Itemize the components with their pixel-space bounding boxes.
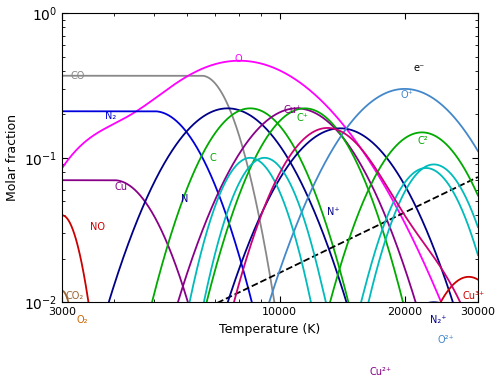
Text: NO: NO: [90, 222, 105, 232]
Text: O⁺: O⁺: [400, 91, 413, 101]
Text: C⁺: C⁺: [297, 113, 309, 122]
Text: O₂: O₂: [77, 315, 88, 325]
Text: N: N: [181, 194, 188, 204]
X-axis label: Temperature (K): Temperature (K): [219, 323, 321, 336]
Text: e⁻: e⁻: [413, 63, 425, 73]
Text: N⁺: N⁺: [327, 207, 340, 217]
Y-axis label: Molar fraction: Molar fraction: [6, 114, 19, 201]
Text: N₂: N₂: [105, 111, 116, 121]
Text: CO: CO: [71, 71, 85, 81]
Text: O²⁺: O²⁺: [438, 335, 454, 345]
Text: C: C: [210, 153, 216, 163]
Text: Cu⁺: Cu⁺: [283, 105, 302, 115]
Text: C²: C²: [418, 136, 428, 146]
Text: O: O: [234, 55, 242, 65]
Text: Cu³⁺: Cu³⁺: [462, 291, 484, 301]
Text: N₂⁺: N₂⁺: [430, 315, 446, 325]
Text: CO₂: CO₂: [65, 291, 83, 301]
Text: Cu: Cu: [114, 182, 127, 192]
Text: Cu²⁺: Cu²⁺: [370, 367, 392, 377]
